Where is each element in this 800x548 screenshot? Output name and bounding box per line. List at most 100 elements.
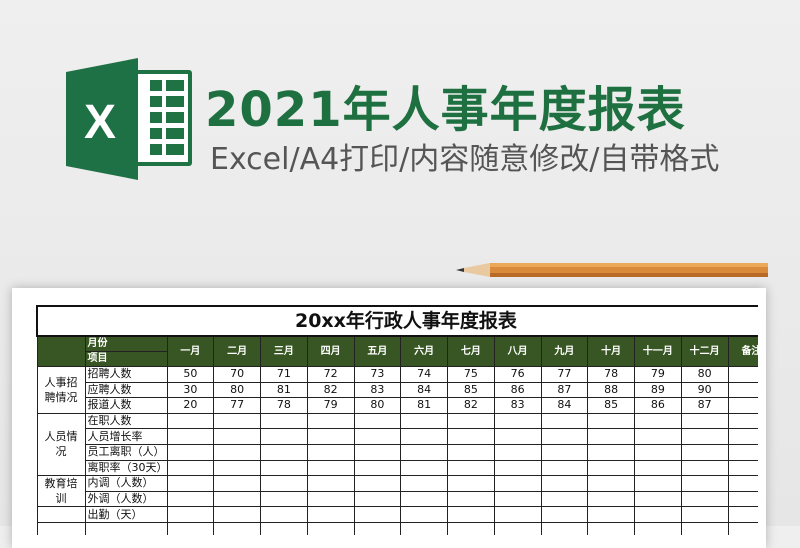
value-cell[interactable] (680, 490, 729, 508)
value-cell[interactable] (213, 475, 261, 492)
value-cell[interactable]: 74 (400, 366, 448, 383)
remark-cell[interactable] (727, 443, 758, 461)
item-cell[interactable]: 员工离职（人） (84, 443, 168, 461)
value-cell[interactable] (166, 490, 215, 508)
value-cell[interactable] (260, 412, 308, 430)
value-cell[interactable]: 79 (634, 366, 682, 383)
value-cell[interactable]: 84 (400, 381, 448, 399)
value-cell[interactable]: 82 (447, 397, 495, 414)
value-cell[interactable] (260, 459, 308, 477)
value-cell[interactable] (353, 428, 402, 445)
value-cell[interactable] (306, 412, 355, 430)
value-cell[interactable]: 88 (587, 381, 635, 399)
value-cell[interactable] (213, 490, 261, 508)
value-cell[interactable]: 72 (306, 366, 355, 383)
value-cell[interactable]: 82 (306, 381, 355, 399)
item-cell[interactable] (84, 521, 168, 535)
value-cell[interactable] (493, 428, 542, 445)
value-cell[interactable] (680, 459, 729, 477)
value-cell[interactable] (400, 459, 448, 477)
value-cell[interactable]: 83 (353, 381, 402, 399)
remark-cell[interactable] (727, 490, 758, 508)
value-cell[interactable] (587, 506, 635, 523)
value-cell[interactable] (540, 428, 589, 445)
value-cell[interactable] (400, 475, 448, 492)
month-header[interactable]: 九月 (540, 335, 589, 367)
value-cell[interactable] (166, 506, 215, 523)
value-cell[interactable] (260, 443, 308, 461)
value-cell[interactable] (166, 412, 215, 430)
month-header[interactable]: 六月 (400, 335, 448, 367)
value-cell[interactable] (260, 475, 308, 492)
month-header[interactable]: 十二月 (680, 335, 729, 367)
remark-cell[interactable] (727, 397, 758, 414)
value-cell[interactable] (587, 521, 635, 535)
value-cell[interactable]: 20 (166, 397, 215, 414)
value-cell[interactable] (540, 412, 589, 430)
value-cell[interactable] (540, 506, 589, 523)
value-cell[interactable] (166, 428, 215, 445)
value-cell[interactable] (166, 521, 215, 535)
value-cell[interactable]: 81 (400, 397, 448, 414)
value-cell[interactable] (353, 412, 402, 430)
value-cell[interactable] (493, 412, 542, 430)
remark-cell[interactable] (727, 459, 758, 477)
value-cell[interactable] (353, 506, 402, 523)
value-cell[interactable] (353, 490, 402, 508)
value-cell[interactable] (587, 475, 635, 492)
value-cell[interactable]: 76 (493, 366, 542, 383)
value-cell[interactable] (166, 475, 215, 492)
value-cell[interactable] (213, 506, 261, 523)
item-cell[interactable]: 招聘人数 (84, 366, 168, 383)
value-cell[interactable]: 70 (213, 366, 261, 383)
value-cell[interactable] (680, 506, 729, 523)
value-cell[interactable] (353, 475, 402, 492)
value-cell[interactable]: 71 (260, 366, 308, 383)
month-header[interactable]: 七月 (447, 335, 495, 367)
value-cell[interactable]: 78 (260, 397, 308, 414)
value-cell[interactable] (400, 443, 448, 461)
value-cell[interactable] (447, 443, 495, 461)
value-cell[interactable]: 77 (540, 366, 589, 383)
value-cell[interactable] (166, 443, 215, 461)
value-cell[interactable] (447, 412, 495, 430)
value-cell[interactable] (493, 459, 542, 477)
value-cell[interactable] (634, 506, 682, 523)
value-cell[interactable] (306, 443, 355, 461)
value-cell[interactable] (306, 521, 355, 535)
value-cell[interactable] (166, 459, 215, 477)
value-cell[interactable] (447, 459, 495, 477)
value-cell[interactable]: 85 (587, 397, 635, 414)
value-cell[interactable] (680, 428, 729, 445)
value-cell[interactable] (306, 428, 355, 445)
value-cell[interactable] (540, 459, 589, 477)
value-cell[interactable] (400, 506, 448, 523)
value-cell[interactable] (493, 521, 542, 535)
value-cell[interactable] (493, 475, 542, 492)
value-cell[interactable]: 75 (447, 366, 495, 383)
value-cell[interactable]: 86 (493, 381, 542, 399)
item-cell[interactable]: 应聘人数 (84, 381, 168, 399)
month-header[interactable]: 十一月 (634, 335, 682, 367)
value-cell[interactable] (400, 490, 448, 508)
item-cell[interactable]: 报道人数 (84, 397, 168, 414)
value-cell[interactable] (447, 475, 495, 492)
value-cell[interactable] (587, 459, 635, 477)
value-cell[interactable] (353, 443, 402, 461)
value-cell[interactable]: 50 (166, 366, 215, 383)
value-cell[interactable] (306, 490, 355, 508)
value-cell[interactable]: 83 (493, 397, 542, 414)
value-cell[interactable] (400, 412, 448, 430)
value-cell[interactable] (634, 459, 682, 477)
month-header[interactable]: 三月 (260, 335, 308, 367)
value-cell[interactable] (447, 506, 495, 523)
value-cell[interactable] (260, 490, 308, 508)
value-cell[interactable] (634, 521, 682, 535)
value-cell[interactable] (213, 521, 261, 535)
value-cell[interactable] (680, 521, 729, 535)
remark-cell[interactable] (727, 381, 758, 399)
value-cell[interactable] (634, 490, 682, 508)
value-cell[interactable] (540, 490, 589, 508)
value-cell[interactable]: 30 (166, 381, 215, 399)
item-cell[interactable]: 人员增长率 (84, 428, 168, 445)
